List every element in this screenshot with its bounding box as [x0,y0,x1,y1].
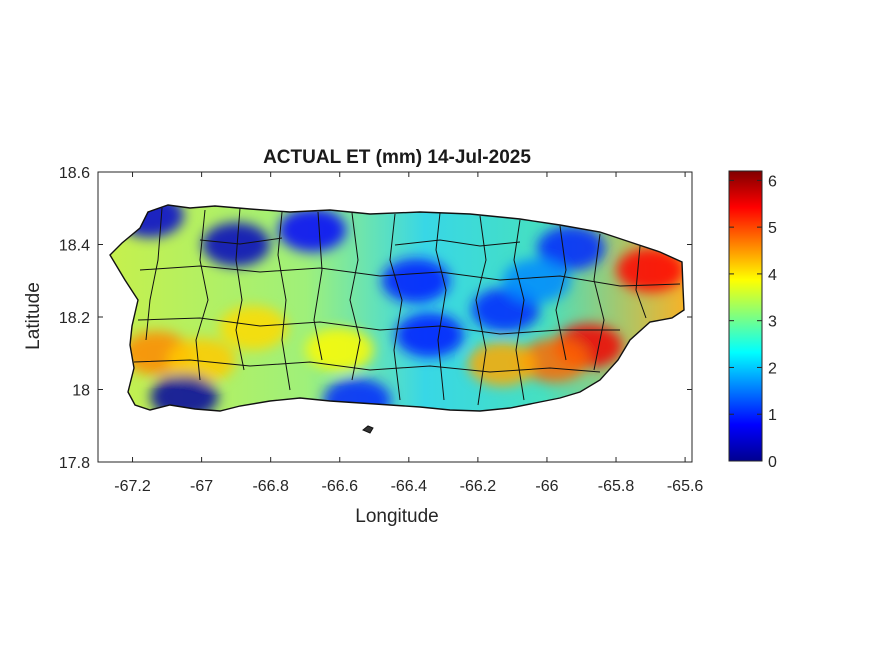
et-hotspot [305,327,374,372]
et-hotspot [395,313,464,358]
et-hotspot [167,338,236,383]
et-hotspot [381,258,450,303]
x-tick-label: -66.6 [322,478,359,495]
et-hotspot [537,226,606,271]
colorbar-tick-label: 6 [768,173,777,190]
colorbar-tick-label: 0 [768,454,777,471]
colorbar-tick-label: 3 [768,314,777,331]
municipal-boundaries [109,204,685,412]
et-hotspot [519,338,588,383]
chart-title: ACTUAL ET (mm) 14-Jul-2025 [263,147,531,168]
colorbar-tick-label: 5 [768,220,777,237]
colorbar-tick-label: 2 [768,360,777,377]
et-hotspot [202,222,271,267]
x-axis: -67.2 -67 -66.8 -66.6 -66.4 -66.2 -66 -65.8 -65.… [114,172,703,495]
et-hotspot [616,247,684,292]
x-tick-label: -66.2 [460,478,497,495]
x-tick-label: -66.4 [391,478,428,495]
y-tick-label: 18.4 [59,238,90,255]
y-tick-label: 18.6 [59,165,90,182]
y-axis-label: Latitude [23,282,44,350]
y-tick-label: 18 [72,383,90,400]
colorbar-ticks: 0 1 2 3 4 5 6 [729,173,777,471]
x-tick-label: -66 [535,478,558,495]
et-hotspot [502,258,571,303]
et-hotspot [278,208,347,252]
y-axis: 17.8 18 18.2 18.4 18.6 [59,165,692,472]
x-tick-label: -66.8 [252,478,289,495]
y-tick-label: 17.8 [59,455,90,472]
colorbar [728,170,763,462]
x-axis-label: Longitude [355,506,438,527]
et-hotspot [468,342,537,387]
et-hotspot [219,305,288,350]
y-tick-label: 18.2 [59,310,90,327]
x-tick-label: -67 [190,478,213,495]
x-tick-label: -65.8 [598,478,635,495]
colorbar-tick-label: 1 [768,407,777,424]
offshore-islet [362,425,374,434]
x-tick-label: -65.6 [667,478,704,495]
et-hotspot [323,378,392,411]
colorbar-tick-label: 4 [768,267,777,284]
x-tick-label: -67.2 [114,478,151,495]
